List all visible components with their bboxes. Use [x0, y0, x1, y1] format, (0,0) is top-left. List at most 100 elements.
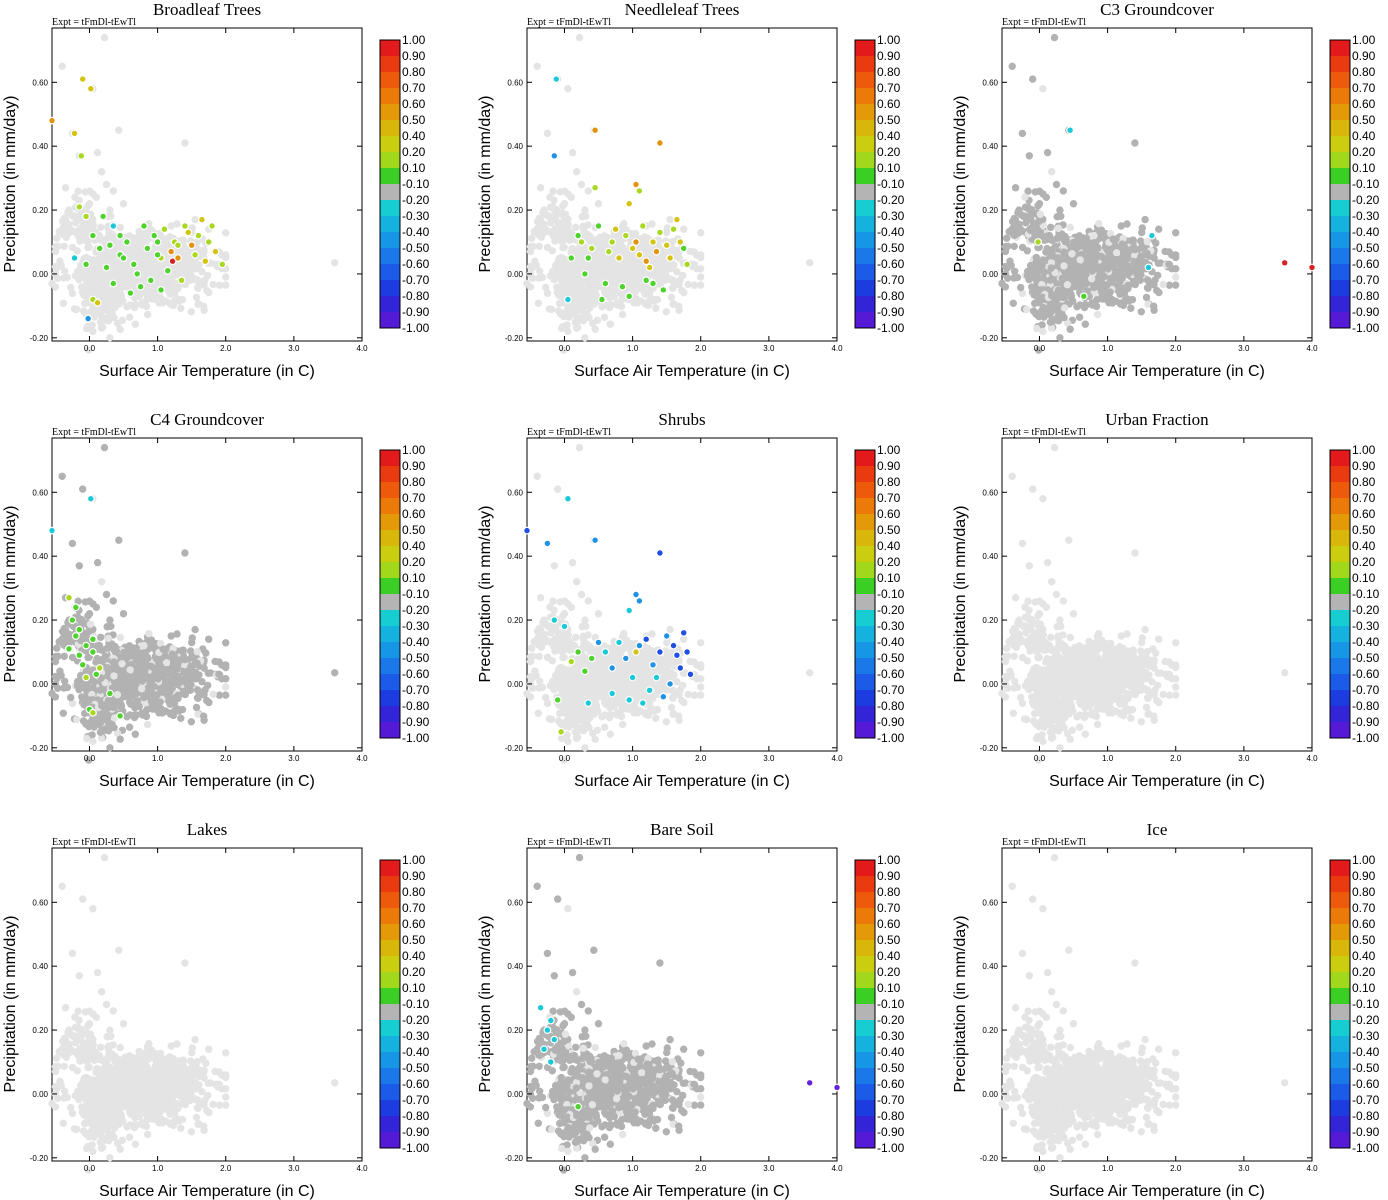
- colorbar-box: [1330, 120, 1350, 136]
- data-point: [145, 630, 153, 638]
- data-point: [110, 304, 119, 312]
- data-point: [222, 253, 230, 262]
- data-point: [548, 247, 557, 255]
- data-point: [1073, 281, 1081, 289]
- data-point: [1060, 304, 1069, 312]
- data-point: [605, 273, 613, 281]
- colorbar-box: [380, 674, 400, 690]
- data-point: [1049, 252, 1057, 260]
- data-point-highlight: [136, 282, 145, 291]
- scatter-points: [998, 33, 1316, 354]
- data-point: [1037, 266, 1046, 274]
- data-point: [998, 279, 1006, 288]
- data-point: [697, 273, 705, 281]
- colorbar-label: -0.80: [877, 289, 905, 303]
- y-axis-label: Precipitation (in mm/day): [2, 96, 19, 273]
- data-point-highlight: [153, 238, 162, 246]
- data-point: [62, 636, 70, 644]
- data-point: [186, 276, 195, 284]
- data-point: [558, 237, 567, 246]
- data-point: [1050, 33, 1059, 42]
- data-point-highlight: [153, 250, 162, 259]
- colorbar-label: 0.60: [402, 97, 426, 111]
- data-point: [104, 286, 113, 294]
- data-point: [1073, 303, 1081, 311]
- data-point: [697, 229, 705, 237]
- x-tick-label: 2.0: [220, 344, 232, 353]
- data-point: [1016, 283, 1025, 292]
- data-point: [1165, 260, 1173, 268]
- data-point: [96, 223, 105, 232]
- colorbar-label: 0.90: [1352, 49, 1376, 63]
- colorbar-label: 0.60: [877, 97, 901, 111]
- data-point: [143, 310, 152, 319]
- data-point: [84, 243, 92, 252]
- colorbar-label: 0.20: [402, 555, 426, 569]
- data-point: [572, 291, 581, 300]
- data-point-highlight: [65, 644, 73, 653]
- data-point-highlight: [1308, 263, 1316, 272]
- data-point: [123, 303, 131, 311]
- colorbar-box: [855, 232, 875, 248]
- data-point: [1080, 273, 1088, 281]
- colorbar-box: [380, 200, 400, 216]
- data-point: [1082, 246, 1091, 254]
- colorbar-label: -0.60: [402, 667, 430, 681]
- x-tick-label: 4.0: [1306, 344, 1318, 353]
- data-point: [131, 704, 139, 712]
- data-point: [205, 635, 213, 643]
- data-point: [222, 281, 230, 289]
- data-point: [670, 261, 678, 269]
- data-point: [568, 148, 577, 157]
- data-point-highlight: [1147, 231, 1156, 240]
- colorbar-box: [1330, 232, 1350, 248]
- colorbar-label: 0.70: [402, 81, 426, 95]
- data-point-highlight: [146, 276, 155, 285]
- data-point: [1100, 272, 1108, 281]
- data-point: [109, 703, 118, 711]
- data-point: [1123, 255, 1131, 263]
- data-point-highlight: [197, 215, 206, 224]
- data-point: [697, 265, 705, 273]
- data-point: [55, 228, 63, 236]
- data-point: [559, 243, 567, 252]
- data-point: [1090, 283, 1098, 292]
- data-point: [1005, 228, 1013, 236]
- data-point: [806, 259, 814, 267]
- data-point: [99, 252, 107, 260]
- data-point: [107, 722, 116, 731]
- colorbar-label: -0.50: [402, 241, 430, 255]
- data-point: [661, 276, 670, 284]
- colorbar-box: [1330, 312, 1350, 328]
- data-point: [51, 672, 60, 681]
- data-point: [106, 744, 114, 752]
- data-point: [546, 193, 554, 201]
- data-point: [1103, 245, 1112, 254]
- data-point: [579, 286, 588, 294]
- data-point: [1009, 299, 1017, 307]
- data-point: [204, 669, 213, 677]
- colorbar-box: [380, 120, 400, 136]
- data-point: [1154, 271, 1162, 280]
- data-point-highlight: [105, 689, 114, 698]
- data-point: [628, 281, 636, 289]
- data-point: [1058, 274, 1067, 282]
- data-point-highlight: [150, 231, 159, 240]
- data-point-highlight: [655, 228, 664, 237]
- data-point: [538, 273, 547, 282]
- data-point: [86, 620, 95, 628]
- data-point: [68, 539, 77, 548]
- data-point-highlight: [93, 298, 102, 307]
- data-point: [1052, 280, 1061, 288]
- colorbar-box: [380, 216, 400, 232]
- data-point: [119, 200, 128, 208]
- data-point: [667, 293, 676, 302]
- data-point: [1003, 274, 1012, 282]
- data-point: [1047, 291, 1056, 300]
- data-point: [51, 243, 60, 251]
- data-point: [629, 265, 637, 273]
- data-point-highlight: [201, 257, 210, 266]
- data-point: [222, 229, 230, 237]
- data-point: [62, 226, 70, 234]
